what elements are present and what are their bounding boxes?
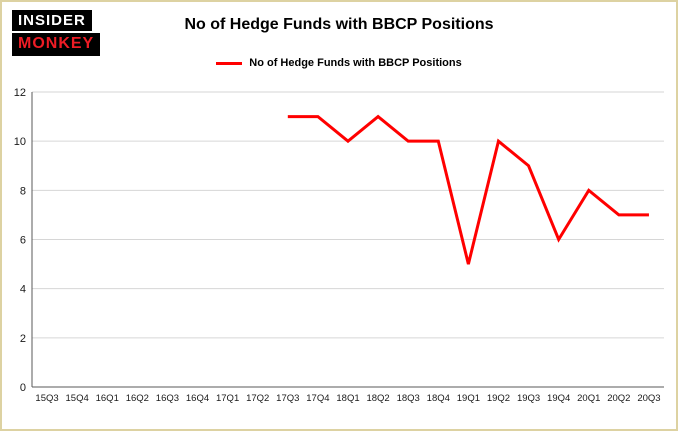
- svg-text:10: 10: [14, 136, 26, 148]
- svg-text:0: 0: [20, 382, 26, 394]
- svg-text:18Q3: 18Q3: [397, 393, 420, 404]
- svg-text:17Q4: 17Q4: [306, 393, 329, 404]
- svg-text:16Q2: 16Q2: [126, 393, 149, 404]
- svg-text:16Q1: 16Q1: [96, 393, 119, 404]
- svg-text:2: 2: [20, 333, 26, 345]
- logo-insider: INSIDER: [12, 10, 92, 32]
- legend-line-swatch: [216, 61, 243, 65]
- svg-text:18Q1: 18Q1: [336, 393, 359, 404]
- svg-text:19Q1: 19Q1: [457, 393, 480, 404]
- svg-text:20Q3: 20Q3: [637, 393, 660, 404]
- svg-text:18Q2: 18Q2: [366, 393, 389, 404]
- svg-text:6: 6: [20, 235, 26, 247]
- svg-text:19Q4: 19Q4: [547, 393, 570, 404]
- insider-monkey-logo: INSIDER MONKEY: [12, 10, 101, 56]
- svg-text:12: 12: [14, 87, 26, 99]
- svg-text:17Q2: 17Q2: [246, 393, 269, 404]
- svg-text:19Q2: 19Q2: [487, 393, 510, 404]
- svg-text:20Q1: 20Q1: [577, 393, 600, 404]
- chart-legend: No of Hedge Funds with BBCP Positions: [2, 57, 676, 69]
- svg-text:15Q4: 15Q4: [66, 393, 89, 404]
- chart-title: No of Hedge Funds with BBCP Positions: [184, 16, 494, 33]
- svg-text:17Q3: 17Q3: [276, 393, 299, 404]
- svg-text:16Q3: 16Q3: [156, 393, 179, 404]
- svg-text:8: 8: [20, 185, 26, 197]
- svg-text:17Q1: 17Q1: [216, 393, 239, 404]
- svg-text:20Q2: 20Q2: [607, 393, 630, 404]
- svg-text:16Q4: 16Q4: [186, 393, 209, 404]
- legend-label: No of Hedge Funds with BBCP Positions: [249, 57, 462, 69]
- svg-text:15Q3: 15Q3: [35, 393, 58, 404]
- svg-text:18Q4: 18Q4: [427, 393, 450, 404]
- svg-text:19Q3: 19Q3: [517, 393, 540, 404]
- logo-monkey: MONKEY: [12, 33, 101, 56]
- svg-text:4: 4: [20, 284, 26, 296]
